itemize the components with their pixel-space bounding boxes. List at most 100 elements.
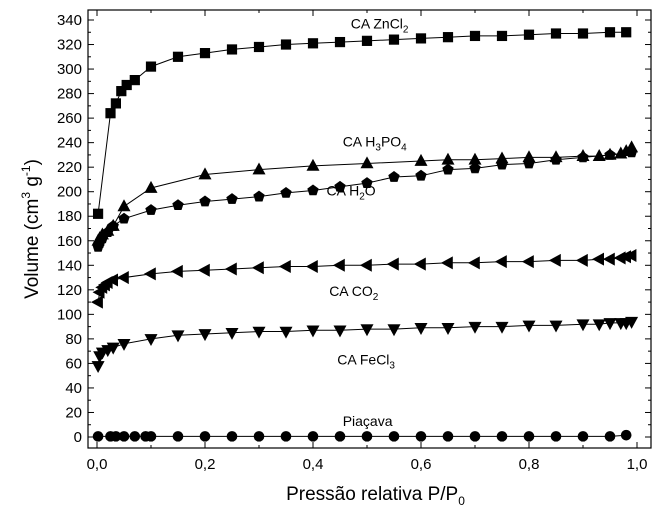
data-point-triangle-left [602, 252, 615, 266]
x-tick-label: 0,6 [411, 456, 432, 473]
data-point-circle [307, 431, 319, 442]
data-point-circle [145, 431, 157, 442]
data-point-triangle-left [251, 261, 264, 275]
y-tick-label: 140 [57, 257, 82, 274]
y-tick-label: 40 [65, 380, 82, 397]
data-point-square [307, 38, 319, 49]
data-point-pentagon [107, 220, 119, 231]
y-tick-label: 80 [65, 331, 82, 348]
data-point-triangle-up [144, 180, 158, 193]
data-point-square [388, 34, 400, 45]
data-point-square [226, 44, 238, 55]
data-point-triangle-down [441, 323, 455, 335]
data-point-triangle-up [306, 158, 320, 171]
data-point-circle [523, 431, 535, 442]
data-point-pentagon [361, 177, 373, 188]
y-axis-title: Volume (cm3 g-1) [19, 159, 43, 299]
data-point-pentagon [172, 199, 184, 211]
data-point-circle [620, 429, 632, 441]
data-point-square [334, 36, 346, 48]
data-point-triangle-down [106, 342, 120, 355]
data-point-triangle-down [360, 324, 374, 337]
data-point-triangle-down [387, 324, 401, 337]
data-point-circle [226, 431, 238, 442]
data-point-pentagon [280, 186, 292, 198]
series-group [92, 27, 632, 219]
x-tick-label: 0,0 [87, 456, 108, 473]
data-point-pentagon [307, 184, 319, 196]
data-point-triangle-down [333, 325, 347, 338]
data-point-circle [334, 431, 346, 442]
series-layer [90, 27, 639, 442]
data-point-triangle-left [332, 258, 345, 272]
data-point-triangle-down [198, 329, 212, 342]
y-tick-label: 260 [57, 110, 82, 127]
series-group [91, 316, 639, 373]
data-point-square [442, 32, 454, 43]
data-point-triangle-left [359, 258, 372, 272]
data-point-triangle-down [171, 330, 185, 343]
data-point-pentagon [388, 171, 400, 182]
data-point-triangle-down [549, 320, 563, 333]
data-point-triangle-left [106, 273, 118, 287]
data-point-triangle-down [625, 316, 639, 329]
data-point-triangle-up [414, 153, 428, 166]
data-point-square [92, 208, 104, 219]
data-point-triangle-left [494, 255, 507, 269]
data-point-circle [469, 431, 481, 442]
data-point-triangle-down [144, 334, 158, 347]
label-layer: CA ZnCl2 CA H3PO4 CA H2O CA CO2 CA FeCl3 Piaç… [327, 16, 409, 429]
data-point-circle [172, 431, 184, 442]
x-axis-title: Pressão relativa P/P0 [286, 484, 465, 508]
data-point-circle [118, 431, 130, 442]
data-point-triangle-left [386, 257, 399, 271]
data-point-triangle-up [252, 162, 266, 175]
data-point-triangle-left [197, 263, 210, 277]
data-point-triangle-left [170, 264, 183, 278]
y-tick-label: 0 [74, 429, 82, 446]
axes-layer: 0,0 0,2 0,4 0,6 0,8 1,0 0 20 40 60 80 100 120 140 160 1… [19, 9, 652, 508]
y-tick-label: 320 [57, 37, 82, 54]
data-point-circle [129, 431, 141, 442]
data-point-circle [280, 431, 292, 442]
y-tick-label: 200 [57, 184, 82, 201]
data-point-triangle-left [440, 256, 453, 270]
data-point-triangle-up [198, 167, 212, 180]
plot-frame [87, 9, 652, 449]
data-point-square [199, 48, 211, 59]
data-point-triangle-left [143, 267, 156, 281]
data-point-square [604, 27, 616, 38]
data-point-triangle-left [90, 295, 103, 309]
data-point-triangle-left [467, 256, 480, 270]
data-point-triangle-down [306, 325, 320, 338]
data-point-pentagon [118, 212, 130, 224]
data-point-circle [442, 431, 454, 442]
data-point-square [145, 61, 157, 72]
data-point-triangle-left [575, 253, 588, 267]
data-point-circle [415, 431, 427, 442]
series-group [90, 248, 637, 309]
data-point-triangle-down [225, 327, 239, 340]
data-point-pentagon [226, 193, 238, 204]
data-point-triangle-down [522, 320, 536, 333]
data-point-triangle-up [441, 152, 455, 165]
y-tick-label: 20 [65, 404, 82, 421]
data-point-pentagon [199, 195, 211, 207]
data-point-square [172, 51, 184, 62]
y-tick-label: 60 [65, 355, 82, 372]
data-point-circle [253, 431, 265, 442]
data-point-square [129, 74, 140, 86]
data-point-triangle-down [117, 338, 131, 351]
data-point-circle [92, 431, 104, 442]
x-tick-label: 0,8 [519, 456, 540, 473]
data-point-pentagon [334, 180, 346, 192]
series-group [92, 429, 632, 442]
data-point-triangle-left [116, 271, 129, 285]
y-tick-label: 340 [57, 12, 82, 29]
series-annotation: CA H3PO4 [343, 133, 407, 153]
data-point-triangle-down [592, 319, 606, 332]
data-point-triangle-down [91, 361, 105, 373]
x-tick-label: 1,0 [627, 456, 648, 473]
